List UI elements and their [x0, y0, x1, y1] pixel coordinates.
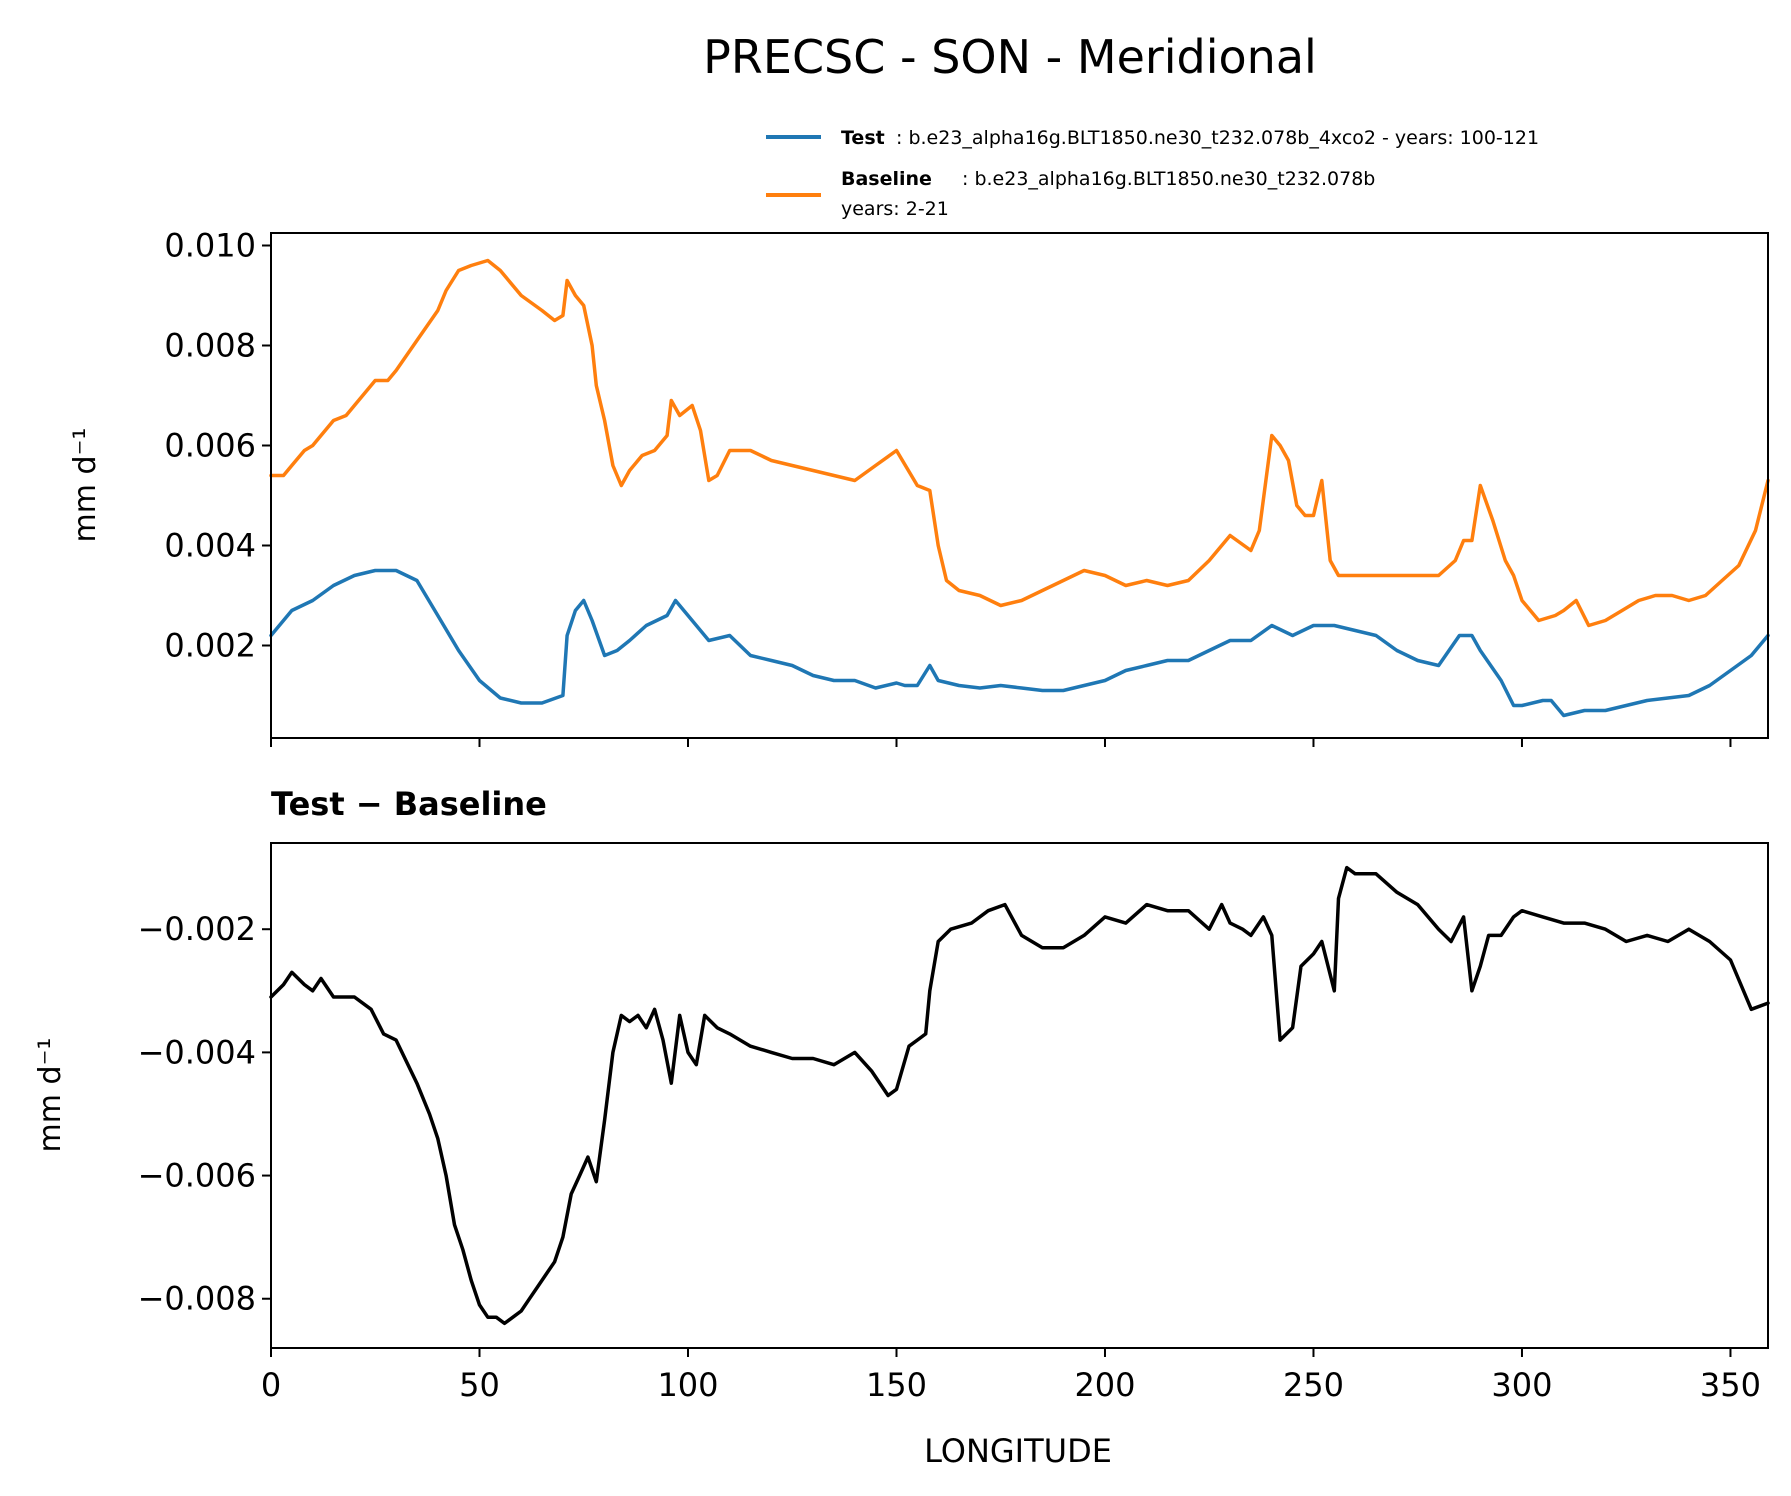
legend: Test : b.e23_alpha16g.BLT1850.ne30_t232.… [766, 127, 1539, 220]
y-tick-label: 0.006 [164, 427, 256, 465]
x-tick-label: 150 [866, 1366, 927, 1404]
top-series-group [269, 258, 1770, 718]
legend-test-label: Test [841, 127, 885, 149]
x-tick-label: 300 [1491, 1366, 1552, 1404]
x-tick-label: 350 [1700, 1366, 1761, 1404]
y-tick-label: −0.008 [138, 1280, 256, 1318]
series-line-baseline [269, 258, 1770, 628]
x-axis-label: LONGITUDE [924, 1432, 1112, 1470]
bottom-y-axis-label: mm d⁻¹ [33, 1038, 68, 1153]
y-tick-label: 0.008 [164, 327, 256, 365]
x-tick-label: 200 [1074, 1366, 1135, 1404]
x-tick-label: 100 [657, 1366, 718, 1404]
top-x-axis [270, 738, 1732, 747]
bottom-series-group [269, 865, 1770, 1326]
x-tick-label: 0 [261, 1366, 281, 1404]
bottom-panel-title: Test − Baseline [271, 785, 547, 823]
top-plot-frame [270, 232, 1769, 739]
series-line-test [269, 568, 1770, 718]
legend-baseline-label: Baseline [841, 168, 932, 190]
figure-title: PRECSC - SON - Meridional [703, 30, 1317, 84]
y-tick-label: 0.002 [164, 627, 256, 665]
x-tick-label: 50 [459, 1366, 500, 1404]
y-tick-label: 0.004 [164, 527, 256, 565]
y-tick-label: −0.004 [138, 1033, 256, 1071]
bottom-plot-frame [270, 842, 1769, 1349]
bottom-x-axis: 0 50 100 150 200 250 300 350 [261, 1348, 1761, 1404]
bottom-y-axis: −0.008 −0.006 −0.004 −0.002 [138, 910, 271, 1318]
legend-baseline-text: : b.e23_alpha16g.BLT1850.ne30_t232.078b [962, 168, 1375, 190]
legend-baseline-years: years: 2-21 [841, 198, 949, 220]
y-tick-label: −0.002 [138, 910, 256, 948]
x-tick-label: 250 [1283, 1366, 1344, 1404]
y-tick-label: 0.010 [164, 227, 256, 265]
y-tick-label: −0.006 [138, 1157, 256, 1195]
bottom-panel: Test − Baseline −0.008 −0.006 −0.004 −0.002… [33, 785, 1770, 1470]
top-y-axis-label: mm d⁻¹ [68, 428, 103, 543]
top-panel: 0.002 0.004 0.006 0.008 0.010 mm d⁻¹ [68, 227, 1770, 747]
series-line-test-baseline [269, 865, 1770, 1326]
top-y-axis: 0.002 0.004 0.006 0.008 0.010 [164, 227, 271, 665]
legend-test-text: : b.e23_alpha16g.BLT1850.ne30_t232.078b_… [896, 127, 1539, 149]
